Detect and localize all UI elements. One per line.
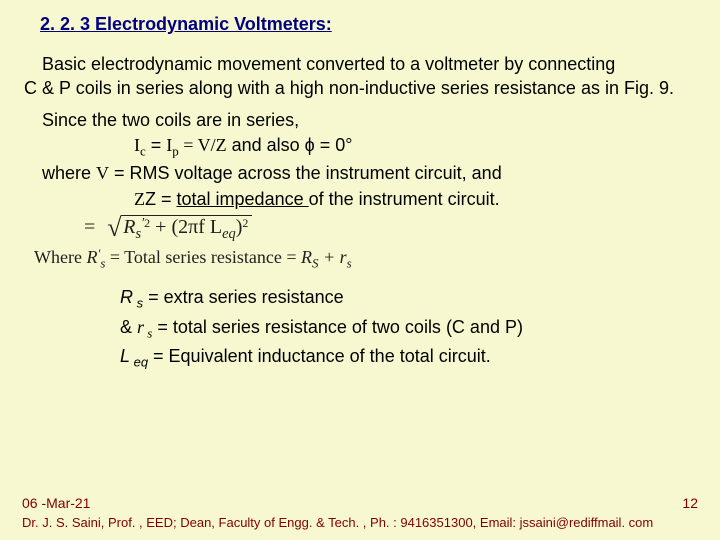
formula-eq: =: [84, 216, 100, 238]
para-intro: Basic electrodynamic movement converted …: [24, 53, 696, 101]
formula-plus: + (2πf L: [150, 216, 222, 238]
def-rrs-text: = total series resistance of two coils (…: [152, 317, 523, 337]
where2-prime: ′: [97, 246, 100, 261]
footer-row: 06 -Mar-21 12: [22, 495, 698, 511]
sqrt-body: Rs′2 + (2πf Leq)2: [121, 215, 252, 243]
footer-date: 06 -Mar-21: [22, 495, 90, 511]
def-rrs: & r s = total series resistance of two c…: [120, 316, 696, 342]
z-post: of the instrument circuit.: [309, 189, 500, 209]
where2-r: R: [86, 247, 97, 267]
formula-sq2: 2: [242, 216, 248, 230]
def-rs-sub: s: [133, 296, 143, 311]
where2-mid: = Total series resistance =: [105, 247, 301, 267]
footer: 06 -Mar-21 12 Dr. J. S. Saini, Prof. , E…: [0, 495, 720, 530]
eq-tail: and also ϕ = 0°: [227, 135, 353, 155]
section-heading: 2. 2. 3 Electrodynamic Voltmeters:: [40, 14, 696, 35]
line-since: Since the two coils are in series,: [42, 109, 696, 133]
line-z: ZZ = total impedance of the instrument c…: [134, 188, 696, 212]
def-rs: R s = extra series resistance: [120, 286, 696, 312]
equation-main: Ic = Ip = V/Z and also ϕ = 0°: [134, 134, 696, 160]
def-leq: L eq = Equivalent inductance of the tota…: [120, 345, 696, 371]
eq-vz: = V/Z: [179, 135, 227, 155]
def-rs-text: = extra series resistance: [143, 287, 344, 307]
definitions-block: R s = extra series resistance & r s = to…: [120, 286, 696, 371]
z-eq: Z =: [145, 189, 177, 209]
where2-plus-r: + r: [319, 247, 347, 267]
def-leq-sub: eq: [130, 355, 148, 370]
formula-sq1: 2: [144, 216, 150, 230]
formula-r: R: [123, 216, 135, 238]
formula-sqrt: = Rs′2 + (2πf Leq)2: [84, 215, 696, 243]
def-rs-sym: R: [120, 287, 133, 307]
z-sym: Z: [134, 189, 145, 209]
def-rrs-amp: &: [120, 317, 137, 337]
where-v-sym: V: [96, 163, 109, 183]
line-where-v: where V = RMS voltage across the instrum…: [42, 162, 696, 186]
para-intro-line2: C & P coils in series along with a high …: [24, 78, 674, 98]
eq-eq1: =: [146, 135, 167, 155]
footer-author: Dr. J. S. Saini, Prof. , EED; Dean, Facu…: [22, 515, 698, 530]
where2-rs: R: [301, 247, 312, 267]
z-underlined: total impedance: [177, 189, 309, 209]
where2-pre: Where: [34, 247, 86, 267]
formula-leq-sub: eq: [222, 226, 236, 242]
def-rrs-sym: r: [137, 317, 144, 337]
where-rs-prime: Where R′s = Total series resistance = RS…: [34, 247, 696, 272]
para-intro-line1: Basic electrodynamic movement converted …: [42, 54, 615, 74]
def-leq-text: = Equivalent inductance of the total cir…: [148, 346, 491, 366]
where-v-text: = RMS voltage across the instrument circ…: [109, 163, 502, 183]
where-v-pre: where: [42, 163, 96, 183]
where2-plus-rsub: s: [347, 256, 352, 271]
def-leq-sym: L: [120, 346, 130, 366]
footer-page: 12: [682, 495, 698, 511]
